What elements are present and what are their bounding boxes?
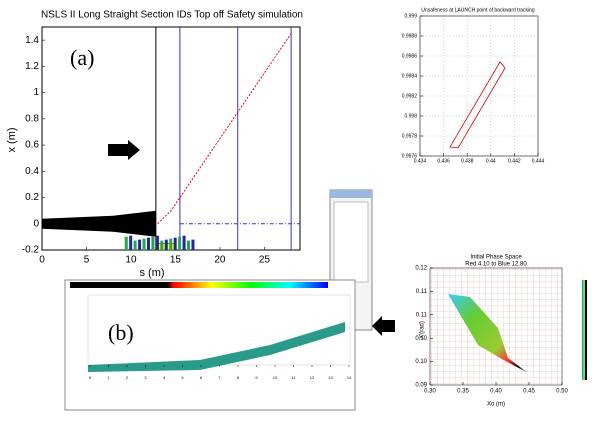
x-tick-label: 5 [84, 255, 90, 266]
arrow [108, 140, 140, 160]
x-tick-label: 0.50 [556, 389, 568, 395]
element [138, 239, 142, 250]
phase-x-label: Xo (m) [487, 402, 505, 408]
panel-a-frame [41, 26, 301, 251]
x-axis-label: s (m) [139, 267, 164, 279]
unsafe-region [449, 61, 506, 149]
x-tick-label: 7 [218, 375, 221, 380]
x-tick-label: 4 [163, 375, 166, 380]
window-titlebar [330, 190, 372, 198]
element [173, 237, 177, 250]
x-tick-label: 0 [89, 375, 92, 380]
y-tick-label: 0.9978 [402, 133, 418, 139]
x-tick-label: 25 [259, 255, 271, 266]
y-tick-label: 0.11 [416, 312, 428, 318]
panel-b-label: (b) [108, 320, 134, 345]
element [151, 236, 155, 250]
y-tick-label: 0.999 [404, 13, 417, 19]
panel-a-label: (a) [70, 45, 94, 70]
x-tick-label: 10 [125, 255, 137, 266]
arrow [372, 316, 395, 336]
x-tick-label: 12 [310, 375, 315, 380]
x-tick-label: 10 [273, 375, 278, 380]
x-tick-label: 15 [170, 255, 182, 266]
phase-region [448, 294, 528, 373]
x-tick-label: 1 [107, 375, 110, 380]
y-tick-label: -0.2 [22, 245, 40, 256]
y-tick-label: 0.12 [415, 266, 427, 272]
element [124, 236, 128, 250]
element [155, 235, 159, 250]
y-tick-label: 0.4 [25, 166, 39, 177]
x-tick-label: 9 [255, 375, 258, 380]
element [191, 239, 195, 250]
colorbar [70, 282, 328, 288]
y-tick-label: 0.9988 [402, 33, 418, 39]
y-tick-label: 0.9982 [402, 93, 418, 99]
y-tick-label: 0.10 [415, 336, 427, 342]
x-tick-label: 5 [181, 375, 184, 380]
phase-subtitle: Red 4.10 to Blue 12.80 [465, 262, 527, 268]
x-tick-label: 0.45 [523, 389, 535, 395]
y-tick-label: 0 [33, 218, 39, 229]
panel-b-plot [87, 294, 351, 366]
y-tick-label: 0.2 [25, 192, 39, 203]
element [133, 240, 137, 250]
y-tick-label: 0.9984 [402, 73, 418, 79]
element [160, 240, 164, 250]
beam-envelope [88, 322, 345, 372]
x-tick-label: 8 [237, 375, 240, 380]
x-tick-label: 0.436 [437, 158, 450, 164]
panel-a-title: NSLS II Long Straight Section IDs Top of… [41, 10, 303, 21]
element [178, 236, 182, 250]
x-tick-label: 6 [200, 375, 203, 380]
x-tick-label: 13 [328, 375, 333, 380]
x-tick-label: 0.44 [486, 158, 496, 164]
beam-bunch [42, 210, 156, 237]
element [169, 238, 173, 250]
y-tick-label: 0.09 [415, 383, 427, 389]
x-tick-label: 0.434 [414, 158, 427, 164]
x-tick-label: 2 [126, 375, 129, 380]
x-tick-label: 0.444 [532, 158, 545, 164]
x-tick-label: 0.30 [424, 389, 436, 395]
phase-title: Initial Phase Space [470, 255, 522, 261]
y-tick-label: 0.998 [404, 113, 417, 119]
phase-y-label: X'(rad) [420, 321, 426, 339]
element [182, 235, 186, 250]
table [333, 201, 369, 283]
x-tick-label: 0.35 [457, 389, 469, 395]
element [187, 240, 191, 250]
element [164, 239, 168, 250]
x-tick-label: 14 [347, 375, 352, 380]
element [142, 238, 146, 250]
y-tick-label: 0.11 [416, 289, 428, 295]
y-axis-label: x (m) [6, 127, 18, 152]
x-tick-label: 0 [39, 255, 45, 266]
trajectory [157, 33, 292, 225]
x-tick-label: 0.438 [461, 158, 474, 164]
y-tick-label: 0.6 [25, 140, 39, 151]
x-tick-label: 11 [291, 375, 296, 380]
y-tick-label: 0.8 [25, 113, 39, 124]
y-tick-label: 0.10 [415, 359, 427, 365]
phase-colorbar [582, 280, 587, 380]
y-tick-label: 1 [33, 87, 39, 98]
element [146, 237, 150, 250]
y-tick-label: 1.4 [25, 35, 39, 46]
y-tick-label: 0.9976 [402, 153, 418, 159]
element [129, 235, 133, 250]
x-tick-label: 3 [144, 375, 147, 380]
x-tick-label: 20 [214, 255, 226, 266]
x-tick-label: 0.442 [508, 158, 521, 164]
panel-top-title: Unsafeness at LAUNCH point of backward t… [421, 7, 535, 13]
x-tick-label: 0.40 [490, 389, 502, 395]
y-tick-label: 0.9986 [402, 53, 418, 59]
y-tick-label: 1.2 [25, 61, 39, 72]
panel-top [398, 6, 548, 176]
